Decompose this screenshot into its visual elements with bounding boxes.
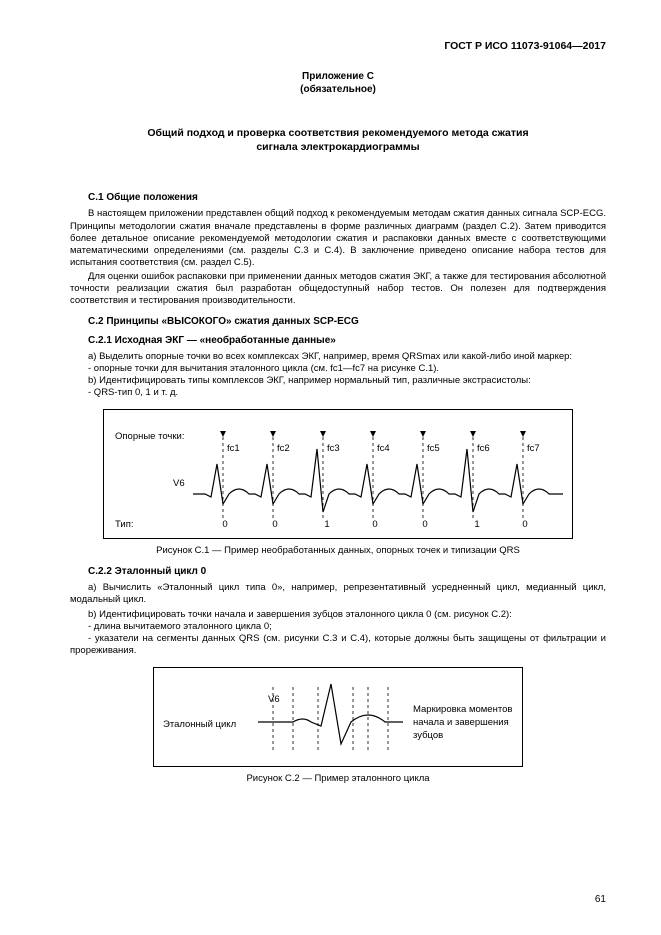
title-line-1: Общий подход и проверка соответствия рек… [147,127,528,139]
svg-text:V6: V6 [173,478,185,489]
figure-c2-caption: Рисунок C.2 — Пример эталонного цикла [70,773,606,784]
figure-c2: Эталонный цикл V6 Маркировка моментов начал… [70,667,606,767]
svg-text:V6: V6 [268,694,280,705]
c22-b: b) Идентифицировать точки начала и завер… [70,609,606,621]
svg-text:Тип:: Тип: [115,519,133,530]
c22-b2: - указатели на сегменты данных QRS (см. … [70,633,606,657]
page-number: 61 [595,894,606,905]
annex-name: Приложение C [302,71,374,82]
section-c2-head: C.2 Принципы «ВЫСОКОГО» сжатия данных SC… [70,316,606,327]
svg-text:0: 0 [422,519,427,530]
title-line-2: сигнала электрокардиограммы [256,141,419,153]
c21-a-sub: - опорные точки для вычитания эталонного… [70,363,606,375]
svg-text:fc2: fc2 [277,443,290,454]
annex-type: (обязательное) [300,84,376,95]
svg-text:1: 1 [324,519,329,530]
c21-a: a) Выделить опорные точки во всех компле… [70,351,606,363]
c21-b-sub: - QRS-тип 0, 1 и т. д. [70,387,606,399]
svg-text:0: 0 [272,519,277,530]
c1-para-2: Для оценки ошибок распаковки при примене… [70,271,606,307]
svg-text:зубцов: зубцов [413,730,443,741]
svg-text:начала и завершения: начала и завершения [413,717,509,728]
svg-text:fc7: fc7 [527,443,540,454]
svg-text:Маркировка моментов: Маркировка моментов [413,704,512,715]
section-c22-head: C.2.2 Эталонный цикл 0 [70,566,606,577]
svg-text:fc1: fc1 [227,443,240,454]
annex-label: Приложение C (обязательное) [70,70,606,96]
figure-c1: Опорные точки: V6 Тип: fc1 0 fc2 0 fc3 1 fc4 0 fc5 0… [70,409,606,539]
svg-text:0: 0 [372,519,377,530]
section-c21-head: C.2.1 Исходная ЭКГ — «необработанные дан… [70,335,606,346]
svg-text:Эталонный цикл: Эталонный цикл [163,719,236,730]
c1-para-1: В настоящем приложении представлен общий… [70,208,606,269]
page-title: Общий подход и проверка соответствия рек… [70,126,606,154]
svg-text:0: 0 [522,519,527,530]
svg-text:1: 1 [474,519,479,530]
figure-c1-svg: Опорные точки: V6 Тип: fc1 0 fc2 0 fc3 1 fc4 0 fc5 0… [103,409,573,539]
document-id: ГОСТ Р ИСО 11073-91064—2017 [70,40,606,52]
svg-text:fc3: fc3 [327,443,340,454]
figure-c2-svg: Эталонный цикл V6 Маркировка моментов начал… [153,667,523,767]
c22-a: a) Вычислить «Эталонный цикл типа 0», на… [70,582,606,606]
svg-text:0: 0 [222,519,227,530]
figure-c1-caption: Рисунок C.1 — Пример необработанных данн… [70,545,606,556]
section-c1-head: C.1 Общие положения [70,192,606,203]
svg-text:fc6: fc6 [477,443,490,454]
svg-text:Опорные точки:: Опорные точки: [115,431,184,442]
c22-b1: - длина вычитаемого эталонного цикла 0; [70,621,606,633]
svg-text:fc4: fc4 [377,443,390,454]
svg-text:fc5: fc5 [427,443,440,454]
c21-b: b) Идентифицировать типы комплексов ЭКГ,… [70,375,606,387]
